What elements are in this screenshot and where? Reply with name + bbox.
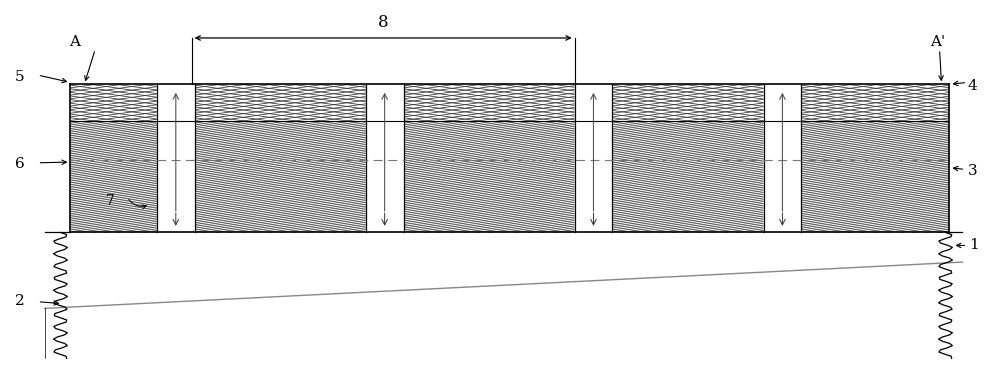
Polygon shape bbox=[404, 84, 575, 121]
Text: A: A bbox=[69, 35, 80, 49]
Polygon shape bbox=[575, 84, 612, 232]
Polygon shape bbox=[195, 121, 366, 232]
Polygon shape bbox=[801, 84, 949, 121]
Polygon shape bbox=[801, 121, 949, 232]
Text: 2: 2 bbox=[15, 294, 25, 308]
Polygon shape bbox=[764, 84, 801, 232]
Text: 3: 3 bbox=[967, 164, 977, 178]
Polygon shape bbox=[195, 84, 366, 121]
Polygon shape bbox=[366, 84, 404, 232]
Polygon shape bbox=[157, 84, 195, 232]
Text: A': A' bbox=[930, 35, 945, 49]
Text: 1: 1 bbox=[969, 238, 979, 252]
Polygon shape bbox=[70, 121, 157, 232]
Polygon shape bbox=[70, 84, 157, 121]
Text: 5: 5 bbox=[15, 70, 25, 84]
Polygon shape bbox=[612, 121, 764, 232]
Text: 7: 7 bbox=[106, 194, 115, 208]
Polygon shape bbox=[612, 84, 764, 121]
Polygon shape bbox=[404, 121, 575, 232]
Text: 8: 8 bbox=[378, 14, 388, 30]
Text: 6: 6 bbox=[15, 157, 25, 171]
Text: 4: 4 bbox=[967, 79, 977, 93]
